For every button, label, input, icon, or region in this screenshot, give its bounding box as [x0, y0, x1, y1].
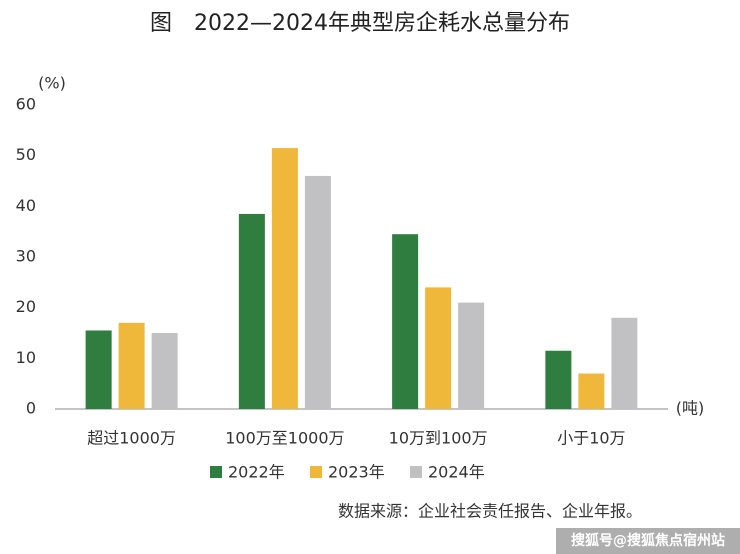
chart-title: 图 2022—2024年典型房企耗水总量分布: [150, 11, 570, 36]
legend-swatch: [210, 466, 222, 478]
y-tick-label: 30: [16, 247, 36, 266]
x-tick-label: 10万到100万: [389, 429, 488, 448]
bar: [611, 317, 638, 409]
x-unit: (吨): [676, 399, 705, 418]
y-tick-label: 50: [16, 145, 36, 164]
bar: [271, 148, 298, 410]
legend-label: 2024年: [428, 463, 485, 482]
legend-swatch: [310, 466, 322, 478]
y-tick-label: 0: [26, 399, 36, 418]
bar: [545, 350, 572, 409]
y-tick-label: 60: [16, 95, 36, 114]
x-tick-label: 100万至1000万: [225, 429, 344, 448]
legend-label: 2023年: [328, 463, 385, 482]
y-tick-label: 20: [16, 297, 36, 316]
y-unit: (%): [38, 74, 66, 93]
bar: [392, 234, 419, 409]
bar: [304, 175, 331, 409]
bar: [458, 302, 485, 409]
bar: [151, 333, 178, 409]
bar: [85, 330, 112, 409]
x-tick-label: 小于10万: [557, 429, 625, 448]
y-tick-label: 10: [16, 348, 36, 367]
bar: [238, 213, 265, 409]
legend-swatch: [410, 466, 422, 478]
y-tick-label: 40: [16, 196, 36, 215]
bar: [578, 373, 605, 409]
watermark: 搜狐号@搜狐焦点宿州站: [571, 532, 725, 549]
x-tick-label: 超过1000万: [87, 429, 176, 448]
bar: [118, 322, 145, 409]
bar: [425, 287, 452, 409]
watermark-bg: [556, 528, 740, 554]
legend-label: 2022年: [228, 463, 285, 482]
source-note: 数据来源：企业社会责任报告、企业年报。: [338, 502, 642, 521]
